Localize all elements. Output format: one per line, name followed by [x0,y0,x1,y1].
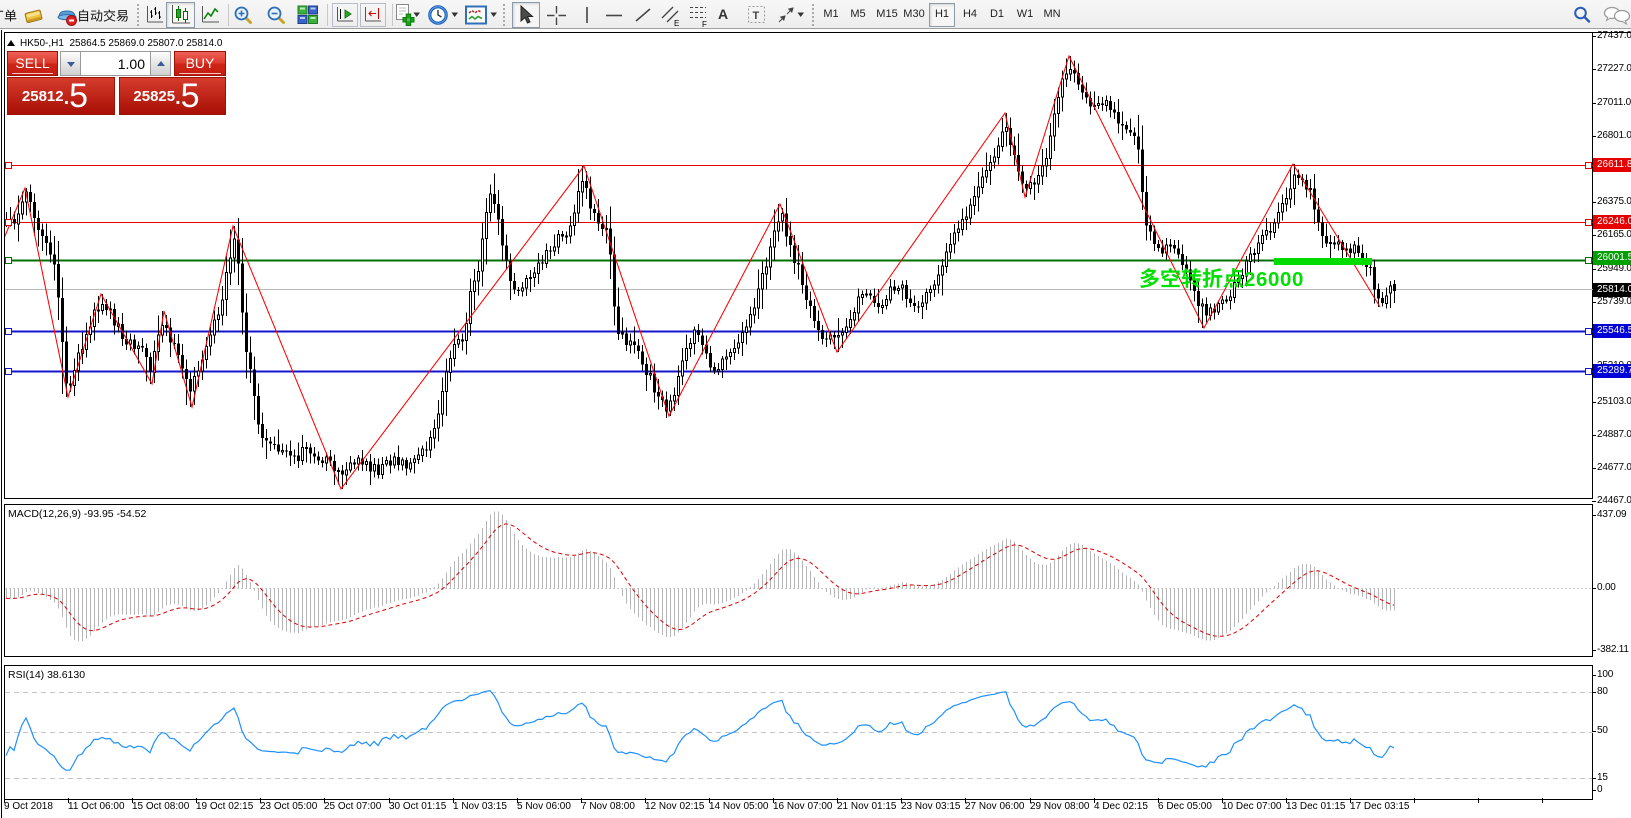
svg-text:F: F [702,20,707,28]
svg-text:T: T [753,10,760,22]
svg-text:E: E [674,19,679,28]
svg-text:26000: 26000 [1244,268,1304,291]
